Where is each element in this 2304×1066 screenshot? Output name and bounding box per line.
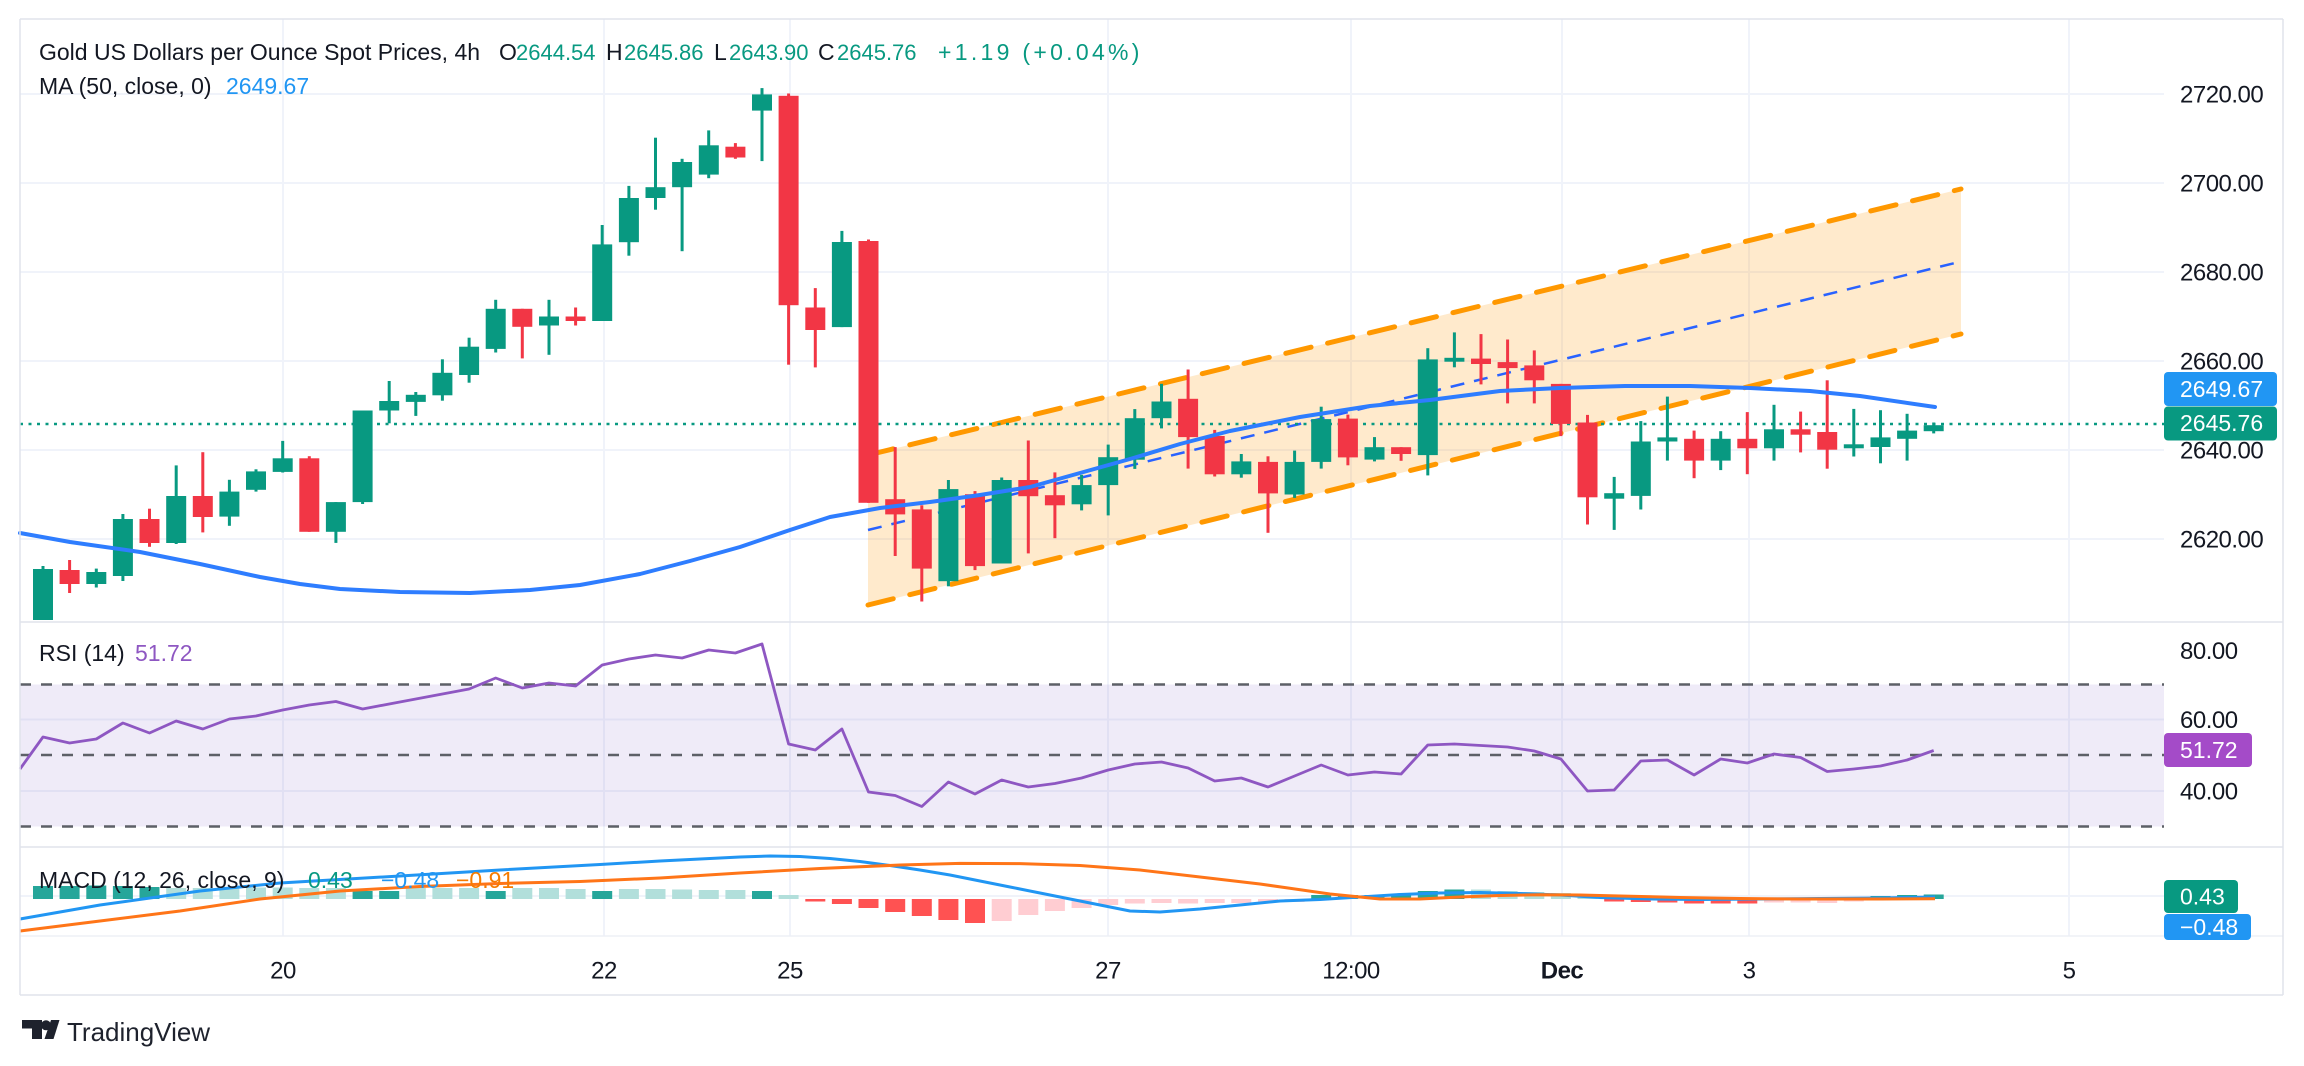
svg-text:+1.19 (+0.04%): +1.19 (+0.04%) (938, 39, 1143, 65)
svg-text:RSI (14): RSI (14) (39, 640, 125, 666)
svg-text:−0.48: −0.48 (2180, 914, 2238, 940)
svg-text:20: 20 (270, 958, 296, 985)
svg-text:2643.90: 2643.90 (729, 40, 809, 65)
svg-text:25: 25 (777, 958, 803, 985)
svg-text:2640.00: 2640.00 (2180, 438, 2263, 465)
svg-text:2660.00: 2660.00 (2180, 349, 2263, 376)
svg-text:2649.67: 2649.67 (2180, 376, 2263, 402)
svg-text:Gold US Dollars per Ounce Spot: Gold US Dollars per Ounce Spot Prices, 4… (39, 39, 480, 65)
svg-text:80.00: 80.00 (2180, 638, 2238, 665)
svg-text:Dec: Dec (1541, 958, 1584, 985)
svg-text:0.43: 0.43 (308, 867, 353, 893)
svg-text:2700.00: 2700.00 (2180, 171, 2263, 198)
svg-text:C: C (818, 39, 835, 65)
svg-text:0.43: 0.43 (2180, 884, 2225, 910)
svg-text:MA (50, close, 0): MA (50, close, 0) (39, 73, 212, 99)
svg-text:60.00: 60.00 (2180, 707, 2238, 734)
svg-text:51.72: 51.72 (135, 640, 193, 666)
svg-text:2720.00: 2720.00 (2180, 82, 2263, 109)
svg-text:3: 3 (1743, 958, 1756, 985)
svg-text:L: L (714, 39, 727, 65)
svg-text:−0.48: −0.48 (381, 867, 439, 893)
svg-text:5: 5 (2063, 958, 2076, 985)
svg-text:O: O (499, 39, 517, 65)
svg-text:27: 27 (1095, 958, 1121, 985)
svg-text:2644.54: 2644.54 (516, 40, 596, 65)
svg-text:2645.76: 2645.76 (837, 40, 917, 65)
svg-text:51.72: 51.72 (2180, 737, 2238, 763)
svg-text:2645.76: 2645.76 (2180, 410, 2263, 436)
svg-text:2649.67: 2649.67 (226, 73, 309, 99)
svg-text:−0.91: −0.91 (456, 867, 514, 893)
svg-text:12:00: 12:00 (1322, 958, 1380, 985)
svg-text:H: H (606, 39, 623, 65)
svg-text:2680.00: 2680.00 (2180, 260, 2263, 287)
svg-text:MACD (12, 26, close, 9): MACD (12, 26, close, 9) (39, 867, 284, 893)
svg-text:40.00: 40.00 (2180, 779, 2238, 806)
svg-text:2645.86: 2645.86 (624, 40, 704, 65)
svg-text:TradingView: TradingView (67, 1017, 210, 1047)
svg-text:2620.00: 2620.00 (2180, 527, 2263, 554)
svg-text:22: 22 (591, 958, 617, 985)
